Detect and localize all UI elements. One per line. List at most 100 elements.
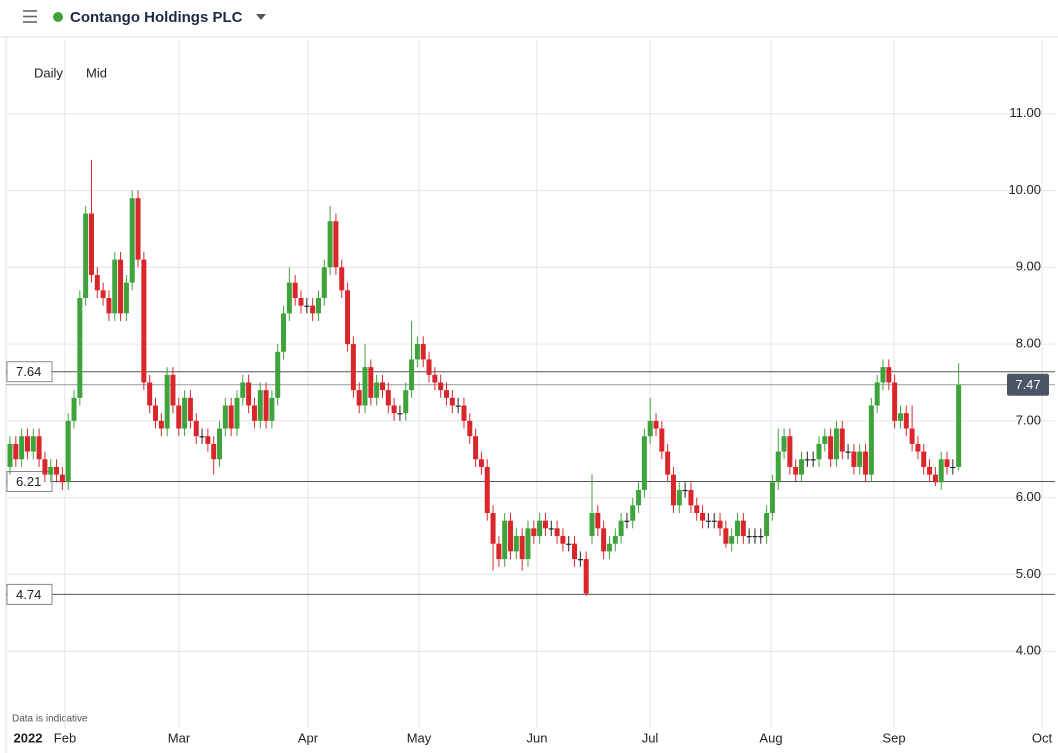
candle-body [729,536,735,544]
candle-body [222,405,228,429]
candle-body [106,298,112,314]
level-label-box [6,361,53,383]
candle-body [682,489,688,492]
candle-body [868,405,874,475]
candle-body [705,520,711,522]
candle-body [851,451,857,467]
candle-body [88,213,94,275]
candle-body [158,420,164,429]
candle-body [438,382,444,391]
candle-body [176,405,182,429]
candle-body [449,397,455,406]
level-label: 7.64 [16,364,41,379]
candle-body [508,520,514,552]
candle-body [804,459,810,461]
candle-body [822,436,828,444]
candle-body [36,436,42,460]
y-tick-label: 8.00 [1016,336,1041,351]
menu-icon[interactable] [23,10,37,23]
candle-body [606,543,612,552]
candle-body [595,513,601,529]
candle-body [379,382,385,391]
x-tick-label: May [407,730,432,745]
candle-body [572,543,578,560]
candle-body [799,459,805,475]
candle-body [711,520,717,522]
candle-body [589,513,595,537]
candle-body [444,390,449,398]
candle-body [263,390,269,421]
y-tick-label: 9.00 [1016,259,1041,274]
candle-body [269,397,275,421]
candle-body [525,528,531,560]
candle-body [863,451,869,475]
candle-body [688,489,694,506]
candle-body [123,282,129,314]
y-tick-label: 11.00 [1009,105,1041,120]
candle-body [135,198,141,260]
candle-body [944,459,950,467]
candle-body [676,489,682,506]
candle-body [19,436,25,460]
candle-body [455,405,461,407]
candle-body [624,520,630,522]
candle-body [554,528,560,537]
candle-body [100,290,106,298]
candle-body [13,443,19,460]
level-label-box [6,471,53,493]
candle-body [531,528,537,537]
candle-body [234,397,240,429]
candle-body [339,267,345,291]
candle-body [286,282,292,314]
candle-body [537,520,543,537]
dropdown-caret[interactable] [256,14,266,20]
candle-body [636,489,642,506]
candle-body [217,428,223,460]
candle-body [414,344,420,360]
candle-body [484,466,490,513]
interval-button[interactable]: Daily [34,65,63,80]
candle-body [932,474,938,483]
candle-body [653,420,659,429]
instrument-title[interactable]: Contango Holdings PLC [70,9,243,26]
candle-body [333,221,339,268]
candle-body [77,298,83,398]
candle-body [321,267,327,298]
candle-body [251,405,257,421]
candle-body [758,536,764,538]
candle-body [787,436,793,467]
candle-body [519,536,525,560]
x-tick-label: Oct [1032,730,1053,745]
candle-body [781,436,787,452]
candle-body [752,536,758,538]
candle-body [641,436,647,490]
last-price-box [1007,373,1049,396]
candle-body [59,474,65,483]
candle-body [670,474,676,506]
disclaimer: Data is indicative [12,714,88,725]
candle-body [810,459,816,461]
candle-body [950,466,956,469]
price-type-button[interactable]: Mid [86,65,107,80]
candle-body [659,428,665,452]
candle-body [71,397,77,421]
x-tick-label: Apr [298,730,319,745]
candle-body [665,451,671,475]
candle-body [350,344,356,391]
status-dot [53,12,63,22]
candle-body [385,390,391,406]
candle-body [467,420,473,437]
candle-body [927,466,933,475]
candle-body [601,528,607,552]
x-tick-label: Aug [759,730,782,745]
candle-body [310,305,316,314]
candle-body [473,436,479,460]
candle-body [345,290,351,345]
candle-body [793,466,799,475]
candle-body [560,536,566,544]
candle-body [304,305,310,307]
candle-body [199,436,205,438]
candle-body [374,382,380,398]
